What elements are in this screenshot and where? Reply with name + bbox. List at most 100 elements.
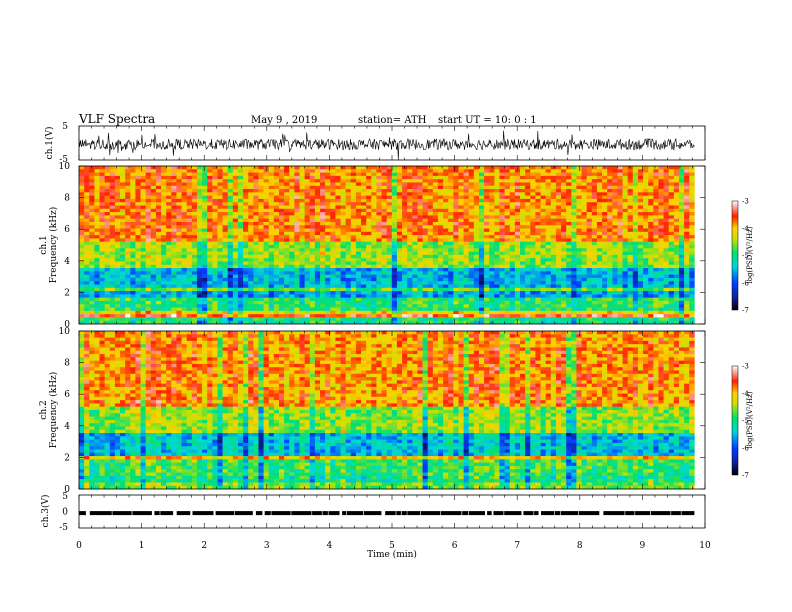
- spectrogram-cell: [648, 189, 654, 193]
- spectrogram-cell: [484, 248, 490, 252]
- spectrogram-cell: [94, 218, 100, 223]
- spectrogram-cell: [509, 258, 516, 262]
- spectrogram-cell: [99, 182, 105, 187]
- spectrogram-cell: [171, 205, 177, 210]
- spectrogram-cell: [268, 175, 275, 180]
- spectrogram-cell: [284, 225, 290, 229]
- spectrogram-cell: [248, 258, 254, 262]
- spectrogram-cell: [463, 198, 470, 203]
- spectrogram-cell: [191, 281, 198, 285]
- spectrogram-cell: [237, 245, 244, 249]
- spectrogram-cell: [135, 287, 141, 292]
- spectrogram-cell: [361, 182, 367, 187]
- spectrogram-cell: [243, 166, 249, 170]
- spectrogram-cell: [114, 225, 121, 229]
- spectrogram-cell: [248, 254, 254, 259]
- spectrogram-cell: [617, 175, 623, 180]
- spectrogram-cell: [396, 297, 403, 302]
- spectrogram-cell: [555, 271, 562, 275]
- spectrogram-cell: [335, 198, 341, 203]
- spectrogram-cell: [689, 254, 695, 259]
- spectrogram-cell: [612, 294, 618, 298]
- spectrogram-cell: [258, 218, 264, 223]
- spectrogram-cell: [468, 175, 475, 180]
- spectrogram-cell: [186, 205, 193, 210]
- spectrogram-cell: [432, 166, 439, 170]
- spectrogram-cell: [263, 221, 270, 226]
- spectrogram-cell: [340, 261, 346, 266]
- spectrogram-cell: [391, 195, 398, 200]
- spectrogram-cell: [232, 254, 239, 259]
- spectrogram-cell: [422, 254, 428, 259]
- spectrogram-cell: [130, 175, 136, 180]
- spectrogram-cell: [371, 264, 377, 269]
- spectrogram-cell: [258, 258, 264, 262]
- spectrogram-cell: [391, 271, 398, 275]
- spectrogram-cell: [514, 185, 521, 190]
- spectrogram-cell: [79, 205, 85, 210]
- spectrogram-cell: [458, 287, 464, 292]
- spectrogram-cell: [673, 294, 680, 298]
- spectrogram-cell: [84, 215, 90, 219]
- spectrogram-cell: [166, 215, 172, 219]
- spectrogram-cell: [607, 192, 613, 196]
- spectrogram-cell: [509, 198, 516, 203]
- spectrogram-cell: [350, 268, 357, 272]
- spectrogram-cell: [253, 241, 259, 246]
- spectrogram-cell: [627, 192, 634, 196]
- spectrogram-cell: [453, 231, 459, 236]
- spectrogram-cell: [525, 274, 531, 279]
- spectrogram-cell: [207, 182, 213, 187]
- spectrogram-cell: [207, 185, 213, 190]
- spectrogram-cell: [509, 208, 516, 213]
- spectrogram-cell: [499, 198, 505, 203]
- spectrogram-cell: [135, 179, 141, 183]
- spectrogram-cell: [94, 261, 100, 266]
- spectrogram-cell: [668, 179, 675, 183]
- spectrogram-cell: [520, 192, 526, 196]
- spectrogram-cell: [350, 189, 357, 193]
- spectrogram-cell: [145, 271, 152, 275]
- spectrogram-cell: [402, 172, 408, 177]
- spectrogram-cell: [320, 215, 326, 219]
- spectrogram-cell: [571, 195, 577, 200]
- spectrogram-cell: [484, 175, 490, 180]
- spectrogram-cell: [489, 274, 495, 279]
- spectrogram-cell: [253, 258, 259, 262]
- spectrogram-cell: [648, 281, 654, 285]
- spectrogram-cell: [443, 175, 449, 180]
- spectrogram-cell: [207, 166, 213, 170]
- spectrogram-cell: [437, 218, 444, 223]
- spectrogram-cell: [248, 192, 254, 196]
- spectrogram-cell: [468, 268, 475, 272]
- spectrogram-cell: [330, 258, 336, 262]
- spectrogram-cell: [412, 241, 418, 246]
- spectrogram-cell: [361, 284, 367, 289]
- spectrogram-cell: [473, 175, 480, 180]
- spectrogram-cell: [248, 284, 254, 289]
- spectrogram-cell: [566, 179, 572, 183]
- spectrogram-cell: [376, 225, 382, 229]
- spectrogram-cell: [243, 228, 249, 233]
- spectrogram-cell: [637, 175, 644, 180]
- spectrogram-cell: [504, 192, 511, 196]
- spectrogram-cell: [176, 281, 182, 285]
- spectrogram-cell: [453, 169, 459, 173]
- spectrogram-cell: [171, 264, 177, 269]
- spectrogram-cell: [263, 225, 270, 229]
- spectrogram-cell: [453, 287, 459, 292]
- spectrogram-cell: [191, 271, 198, 275]
- spectrogram-cell: [120, 185, 126, 190]
- spectrogram-cell: [484, 281, 490, 285]
- spectrogram-cell: [596, 175, 603, 180]
- spectrogram-cell: [120, 198, 126, 203]
- spectrogram-cell: [222, 166, 229, 170]
- spectrogram-cell: [463, 287, 470, 292]
- spectrogram-cell: [294, 231, 300, 236]
- spectrogram-cell: [478, 271, 485, 275]
- spectrogram-cell: [325, 179, 331, 183]
- spectrogram-cell: [643, 245, 649, 249]
- spectrogram-cell: [166, 294, 172, 298]
- spectrogram-cell: [489, 218, 495, 223]
- spectrogram-cell: [381, 274, 387, 279]
